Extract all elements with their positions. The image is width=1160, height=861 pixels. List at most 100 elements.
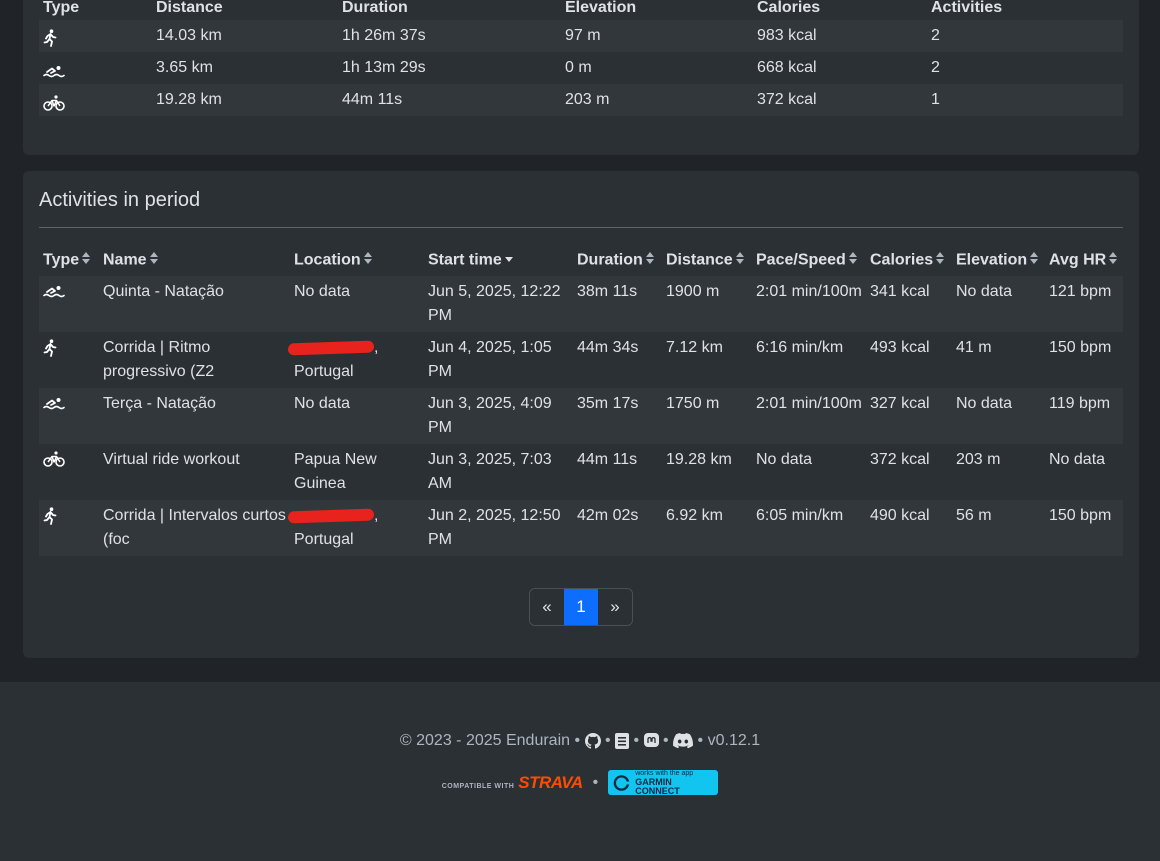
header-calories[interactable]: Calories xyxy=(866,249,952,276)
activity-calories: 341 kcal xyxy=(870,283,930,300)
activity-calories: 490 kcal xyxy=(870,507,930,524)
copyright-text: © 2023 - 2025 Endurain xyxy=(399,732,571,749)
page-1-button[interactable]: 1 xyxy=(564,589,598,625)
activity-distance: 7.12 km xyxy=(666,339,723,356)
strava-badge[interactable]: COMPATIBLE WITH STRAVA xyxy=(442,773,583,793)
run-icon xyxy=(43,507,65,525)
pagination: « 1 » xyxy=(529,588,633,626)
mastodon-icon[interactable] xyxy=(643,732,659,749)
activity-name-link[interactable]: Corrida | Intervalos curtos (foc xyxy=(103,507,286,548)
activity-location: No data xyxy=(290,388,424,444)
activity-duration: 38m 11s xyxy=(577,283,638,300)
sort-icon xyxy=(1029,251,1039,270)
sort-desc-icon xyxy=(504,251,514,270)
swim-icon xyxy=(43,283,65,301)
activity-location: , Portugal xyxy=(287,500,424,556)
type-cell xyxy=(39,444,99,500)
activity-start-time: Jun 2, 2025, 12:50 PM xyxy=(428,507,561,548)
summary-activities: 2 xyxy=(931,59,940,76)
activity-name: Terça - Natação xyxy=(99,388,290,444)
partner-badges: COMPATIBLE WITH STRAVA • works with the … xyxy=(0,770,1160,796)
activity-name: Corrida | Ritmo progressivo (Z2 xyxy=(99,332,290,388)
footer-line: © 2023 - 2025 Endurain • • • • • v0.12.1 xyxy=(0,732,1160,750)
type-cell xyxy=(39,276,99,332)
header-start-time[interactable]: Start time xyxy=(424,249,573,276)
activity-row[interactable]: Corrida | Intervalos curtos (foc, Portuga… xyxy=(39,500,1123,556)
activity-avg-hr: 150 bpm xyxy=(1049,507,1112,524)
swim-icon xyxy=(43,59,65,78)
activity-name-link[interactable]: Quinta - Natação xyxy=(103,283,224,300)
sort-icon xyxy=(363,251,373,270)
activity-row[interactable]: Terça - Natação No data Jun 3, 2025, 4:09 … xyxy=(39,388,1123,444)
swim-icon xyxy=(43,395,65,413)
summary-header-elevation: Elevation xyxy=(565,0,637,16)
header-duration[interactable]: Duration xyxy=(573,249,662,276)
activity-start-time: Jun 3, 2025, 4:09 PM xyxy=(428,395,552,436)
garmin-main-text: GARMIN CONNECT xyxy=(635,777,680,796)
divider xyxy=(39,227,1123,228)
header-distance-label: Distance xyxy=(666,251,733,269)
run-icon xyxy=(43,27,65,47)
github-icon[interactable] xyxy=(584,732,601,749)
garmin-connect-badge[interactable]: works with the app GARMIN CONNECT xyxy=(608,770,719,796)
sort-icon xyxy=(935,251,945,270)
summary-table: Type Distance Duration Elevation Calorie… xyxy=(39,0,1123,116)
type-cell xyxy=(39,388,99,444)
header-avg-hr[interactable]: Avg HR xyxy=(1045,249,1123,276)
activity-start-time: Jun 3, 2025, 7:03 AM xyxy=(428,451,552,492)
summary-card: Type Distance Duration Elevation Calorie… xyxy=(23,0,1139,155)
activity-elevation: 203 m xyxy=(956,451,1001,468)
activity-name-link[interactable]: Virtual ride workout xyxy=(103,451,240,468)
header-type-label: Type xyxy=(43,251,80,269)
activities-table: Type Name Location Start time Duration D… xyxy=(39,249,1123,556)
activity-elevation: 41 m xyxy=(956,339,992,356)
activity-distance: 6.92 km xyxy=(666,507,723,524)
activity-name-link[interactable]: Terça - Natação xyxy=(103,395,216,412)
summary-elevation: 203 m xyxy=(565,91,610,108)
header-name[interactable]: Name xyxy=(99,249,290,276)
summary-distance: 14.03 km xyxy=(156,27,222,44)
garmin-connect-icon xyxy=(613,774,631,791)
activity-pace: 2:01 min/100m xyxy=(756,395,862,412)
previous-page-button[interactable]: « xyxy=(530,589,564,625)
summary-duration: 44m 11s xyxy=(342,91,403,108)
summary-row: 3.65 km 1h 13m 29s 0 m 668 kcal 2 xyxy=(39,52,1123,84)
activity-name: Corrida | Intervalos curtos (foc xyxy=(99,500,290,556)
activity-pace: No data xyxy=(756,451,813,468)
summary-duration: 1h 13m 29s xyxy=(342,59,426,76)
separator: • xyxy=(633,732,640,749)
activity-avg-hr: 150 bpm xyxy=(1049,339,1112,356)
summary-distance: 19.28 km xyxy=(156,91,222,108)
activity-avg-hr: 119 bpm xyxy=(1049,395,1111,412)
version-text: v0.12.1 xyxy=(707,732,761,749)
activity-name-link[interactable]: Corrida | Ritmo progressivo (Z2 xyxy=(103,339,215,380)
header-avg-hr-label: Avg HR xyxy=(1049,251,1107,269)
docs-icon[interactable] xyxy=(615,732,630,749)
summary-row: 19.28 km 44m 11s 203 m 372 kcal 1 xyxy=(39,84,1123,116)
summary-header-distance: Distance xyxy=(156,0,223,16)
sort-icon xyxy=(645,251,655,270)
header-elevation[interactable]: Elevation xyxy=(952,249,1045,276)
activity-name: Virtual ride workout xyxy=(99,444,290,500)
header-distance[interactable]: Distance xyxy=(662,249,752,276)
summary-activities: 2 xyxy=(931,27,940,44)
header-type[interactable]: Type xyxy=(39,249,99,276)
header-location[interactable]: Location xyxy=(290,249,424,276)
header-elevation-label: Elevation xyxy=(956,251,1028,269)
sort-icon xyxy=(735,251,745,270)
next-page-button[interactable]: » xyxy=(598,589,632,625)
activity-calories: 327 kcal xyxy=(870,395,930,412)
activity-row[interactable]: Corrida | Ritmo progressivo (Z2, Portugal… xyxy=(39,332,1123,388)
activity-elevation: No data xyxy=(956,395,1013,412)
activity-row[interactable]: Virtual ride workout Papua New Guinea Jun … xyxy=(39,444,1123,500)
activity-row[interactable]: Quinta - Natação No data Jun 5, 2025, 12:2… xyxy=(39,276,1123,332)
type-cell xyxy=(39,500,99,556)
separator: • xyxy=(605,732,611,749)
header-pace-label: Pace/Speed xyxy=(756,251,846,269)
discord-icon[interactable] xyxy=(673,732,694,749)
bike-icon xyxy=(43,451,65,469)
activity-duration: 44m 11s xyxy=(577,451,638,468)
summary-distance: 3.65 km xyxy=(156,59,213,76)
header-pace[interactable]: Pace/Speed xyxy=(752,249,866,276)
location-text: No data xyxy=(294,395,351,412)
